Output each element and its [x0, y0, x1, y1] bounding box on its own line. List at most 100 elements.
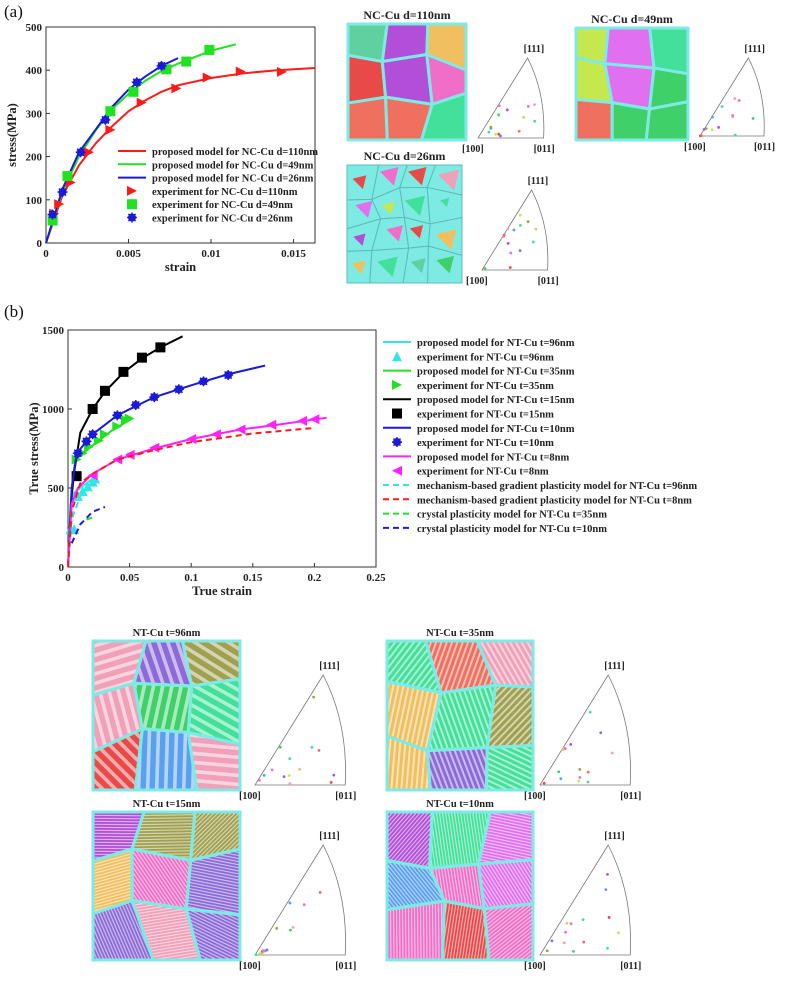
twin-line — [425, 641, 470, 693]
twin-line — [132, 843, 195, 848]
twin-line — [132, 900, 201, 923]
twin-line — [434, 900, 438, 960]
twin-line — [93, 641, 146, 676]
orientation-dot — [704, 127, 708, 131]
twin-line — [387, 860, 445, 910]
twin-line — [429, 812, 453, 869]
twin-line — [190, 812, 240, 861]
orientation-dot — [534, 227, 538, 231]
marker-star-ray — [150, 393, 159, 402]
twin-line — [427, 747, 468, 790]
twin-line — [434, 812, 459, 869]
orientation-dot — [512, 228, 516, 232]
twin-line — [93, 858, 133, 903]
orientation-dot — [317, 749, 321, 752]
twin-line — [450, 900, 477, 960]
twin-line — [446, 812, 471, 869]
twin-line — [190, 812, 240, 861]
twin-line — [389, 900, 393, 960]
twin-line — [372, 681, 386, 840]
marker-triangle — [186, 434, 197, 445]
twin-line — [484, 903, 533, 960]
orientation-dot — [497, 113, 501, 117]
twin-line — [135, 849, 191, 910]
chart-0: 0 0.005 0.01 0.015 0 100 200 300 400 500 strain str… — [5, 22, 318, 274]
twin-line — [438, 864, 464, 909]
twin-line — [190, 812, 240, 861]
orientation-dot — [522, 115, 526, 119]
grain-core — [408, 167, 427, 186]
twin-line — [484, 903, 533, 960]
twin-line — [93, 643, 146, 693]
twin-line — [387, 641, 440, 693]
twin-line — [456, 641, 496, 693]
pole-label-100: [100] — [466, 276, 488, 287]
grain-core — [355, 200, 373, 218]
twin-line — [93, 855, 133, 900]
twin-line — [484, 903, 533, 960]
twin-line — [190, 812, 240, 861]
twin-line — [404, 681, 440, 751]
grain-boundary — [482, 902, 535, 962]
twin-line — [387, 812, 433, 869]
marker-star — [47, 209, 58, 220]
twin-line — [156, 683, 192, 733]
twin-line — [477, 641, 533, 688]
y-tick-label: 1500 — [42, 325, 65, 337]
marker-square — [71, 471, 82, 482]
twin-line — [93, 873, 133, 914]
twin-line — [398, 900, 402, 960]
twin-line — [478, 812, 533, 836]
twin-line — [484, 903, 533, 960]
orientation-dot — [606, 872, 609, 876]
legend-label: experiment for NT-Cu t=10nm — [417, 438, 554, 449]
legend-label: crystal plasticity model for NT-Cu t=35n… — [417, 510, 607, 521]
twin-line — [484, 903, 533, 960]
twin-line — [486, 641, 533, 688]
twin-line — [394, 681, 430, 751]
twin-line — [357, 679, 371, 838]
twin-line — [459, 685, 496, 751]
twin-line — [186, 856, 240, 890]
orientation-dot — [508, 266, 512, 269]
microstructure-title: NT-Cu t=10nm — [426, 799, 494, 810]
twin-line — [387, 812, 433, 869]
orientation-dot — [265, 948, 269, 952]
twin-line — [93, 879, 133, 914]
twin-line — [109, 683, 143, 752]
twin-line — [188, 678, 240, 745]
twin-line — [484, 903, 533, 960]
microstructure-4: NT-Cu t=35nm — [357, 628, 535, 840]
pole-label-111: [111] — [319, 661, 340, 672]
twin-line — [410, 900, 414, 960]
twin-line — [405, 735, 422, 790]
twin-line — [387, 812, 433, 869]
twin-line — [93, 823, 145, 826]
twin-line — [395, 735, 412, 790]
twin-line — [186, 880, 240, 913]
legend-label: crystal plasticity model for NT-Cu t=10n… — [417, 524, 607, 535]
twin-lamellae — [133, 683, 192, 733]
marker-star — [75, 147, 86, 158]
twin-line — [101, 900, 154, 960]
twin-line — [484, 903, 533, 960]
orientation-dot — [545, 949, 549, 953]
twin-line — [132, 849, 191, 910]
twin-line — [387, 860, 445, 910]
twin-line — [461, 864, 485, 909]
twin-line — [387, 860, 445, 910]
orientation-dot — [610, 751, 614, 755]
twin-line — [186, 859, 240, 893]
twin-line — [387, 860, 445, 910]
marker-square — [87, 404, 98, 414]
twin-line — [436, 747, 488, 790]
twin-line — [132, 849, 195, 854]
orientation-dot — [557, 770, 561, 774]
pole-label-011: [011] — [335, 791, 356, 802]
orientation-dot — [497, 132, 501, 136]
twin-line — [186, 871, 240, 904]
twin-line — [478, 859, 533, 909]
twin-line — [442, 900, 462, 960]
twin-line — [392, 900, 396, 960]
twin-line — [427, 685, 474, 751]
